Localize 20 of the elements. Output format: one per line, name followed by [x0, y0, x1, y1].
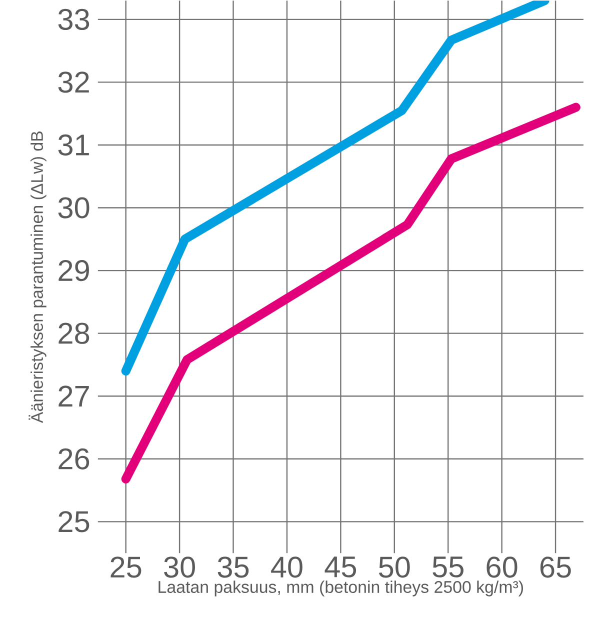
y-tick-label: 31: [58, 134, 89, 156]
x-tick-label: 25: [110, 556, 141, 578]
x-tick-label: 60: [486, 556, 518, 578]
x-axis-title: Laatan paksuus, mm (betonin tiheys 2500 kg/m³): [158, 580, 523, 596]
y-tick-label: 33: [58, 8, 89, 30]
y-tick-label: 32: [58, 72, 89, 93]
x-tick-label: 65: [540, 556, 571, 578]
x-tick-label: 30: [164, 556, 195, 578]
y-tick-label: 29: [58, 260, 89, 282]
x-tick-label: 55: [432, 556, 464, 578]
x-tick-label: 45: [324, 556, 356, 578]
y-tick-label: 28: [58, 322, 89, 344]
y-axis-title: Äänieristyksen parantuminen (ΔLw) dB: [28, 132, 46, 424]
x-tick-label: 40: [270, 556, 302, 578]
x-tick-label: 50: [378, 556, 410, 578]
x-tick-label: 35: [218, 556, 248, 578]
y-tick-label: 27: [58, 386, 89, 407]
y-tick-label: 26: [58, 448, 89, 470]
y-tick-label: 30: [58, 197, 90, 218]
y-tick-label: 25: [58, 511, 89, 532]
